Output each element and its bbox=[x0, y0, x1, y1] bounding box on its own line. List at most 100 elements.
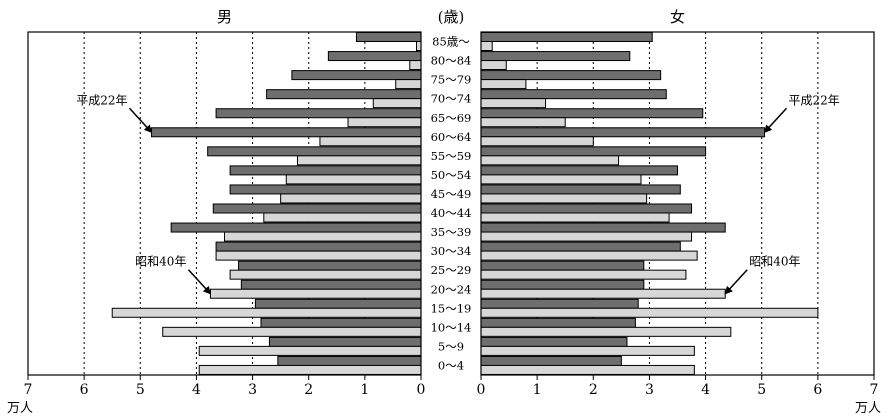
bar-male-1-11 bbox=[215, 250, 422, 261]
bar-female-0-7 bbox=[480, 165, 678, 176]
tick-label-male-0: 0 bbox=[417, 382, 426, 398]
bar-male-0-0 bbox=[355, 32, 422, 42]
tick-label-female-3: 3 bbox=[645, 382, 654, 398]
tick-label-male-1: 1 bbox=[360, 382, 369, 398]
age-label-12: 25～29 bbox=[431, 263, 472, 277]
age-label-6: 55～59 bbox=[431, 149, 472, 163]
bar-female-1-13 bbox=[480, 288, 726, 299]
bar-female-0-16 bbox=[480, 336, 628, 347]
bar-male-0-7 bbox=[229, 165, 422, 176]
bar-male-0-17 bbox=[277, 355, 422, 366]
bar-female-1-1 bbox=[480, 60, 507, 71]
bar-female-0-3 bbox=[480, 89, 667, 100]
bar-female-0-4 bbox=[480, 108, 704, 119]
bar-male-1-5 bbox=[319, 136, 422, 147]
bar-female-0-1 bbox=[480, 51, 631, 62]
annotation-arrow-0 bbox=[128, 107, 153, 134]
female-plot-frame bbox=[480, 31, 875, 376]
bar-female-1-12 bbox=[480, 269, 687, 280]
bar-male-0-14 bbox=[254, 298, 422, 309]
age-label-16: 5～9 bbox=[438, 339, 464, 353]
bar-male-1-17 bbox=[198, 364, 422, 375]
tick-label-male-6: 6 bbox=[80, 382, 89, 398]
bar-female-0-8 bbox=[480, 184, 681, 195]
bar-male-1-1 bbox=[409, 60, 422, 71]
bar-female-1-0 bbox=[480, 41, 493, 51]
bar-male-1-13 bbox=[209, 288, 422, 299]
age-label-2: 75～79 bbox=[431, 73, 472, 87]
age-label-3: 70～74 bbox=[431, 92, 472, 106]
bar-male-1-6 bbox=[296, 155, 422, 166]
bar-female-1-8 bbox=[480, 193, 648, 204]
tick-label-male-2: 2 bbox=[304, 382, 313, 398]
bar-male-1-15 bbox=[162, 326, 422, 337]
age-label-9: 40～44 bbox=[431, 206, 472, 220]
bar-female-1-6 bbox=[480, 155, 620, 166]
bar-female-0-12 bbox=[480, 260, 645, 271]
annotation-label-3: 昭和40年 bbox=[749, 255, 800, 269]
age-label-0: 85歳～ bbox=[432, 35, 470, 49]
bar-female-1-10 bbox=[480, 231, 693, 242]
tick-label-male-7: 7 bbox=[24, 382, 33, 398]
age-label-8: 45～49 bbox=[431, 187, 472, 201]
bar-male-1-16 bbox=[198, 345, 422, 356]
bar-female-1-14 bbox=[480, 307, 819, 318]
age-label-5: 60～64 bbox=[431, 130, 472, 144]
age-label-10: 35～39 bbox=[431, 225, 472, 239]
tick-label-female-0: 0 bbox=[477, 382, 486, 398]
bar-male-0-10 bbox=[170, 222, 422, 233]
bar-male-0-9 bbox=[212, 203, 422, 214]
tick-label-female-2: 2 bbox=[589, 382, 598, 398]
bar-male-1-9 bbox=[263, 212, 422, 223]
bar-female-1-7 bbox=[480, 174, 642, 185]
bar-female-1-4 bbox=[480, 117, 566, 128]
tick-label-female-6: 6 bbox=[813, 382, 822, 398]
bar-female-0-5 bbox=[480, 127, 766, 138]
bar-female-1-9 bbox=[480, 212, 670, 223]
unit-label-female: 万人 bbox=[855, 401, 881, 416]
age-label-11: 30～34 bbox=[431, 244, 472, 258]
annotation-label-1: 平成22年 bbox=[789, 93, 840, 107]
annotation-label-2: 昭和40年 bbox=[135, 255, 186, 269]
bar-female-0-0 bbox=[480, 32, 653, 42]
annotation-arrow-3 bbox=[724, 269, 748, 295]
bar-female-0-2 bbox=[480, 70, 662, 81]
bar-male-0-3 bbox=[266, 89, 422, 100]
age-label-13: 20～24 bbox=[431, 282, 472, 296]
bar-male-1-12 bbox=[229, 269, 422, 280]
annotation-arrow-2 bbox=[187, 269, 212, 295]
bar-female-1-11 bbox=[480, 250, 698, 261]
bar-male-0-16 bbox=[268, 336, 422, 347]
unit-label-male: 万人 bbox=[7, 401, 33, 416]
tick-label-male-5: 5 bbox=[136, 382, 145, 398]
male-plot-frame bbox=[27, 31, 422, 376]
bar-female-1-15 bbox=[480, 326, 732, 337]
tick-label-female-1: 1 bbox=[533, 382, 542, 398]
bar-male-1-2 bbox=[395, 79, 422, 90]
bar-female-1-5 bbox=[480, 136, 594, 147]
tick-label-female-7: 7 bbox=[870, 382, 879, 398]
header-male: 男 bbox=[217, 8, 232, 26]
annotation-arrow-1 bbox=[763, 107, 788, 134]
bar-male-0-1 bbox=[327, 51, 422, 62]
bar-male-1-7 bbox=[285, 174, 422, 185]
bar-female-0-6 bbox=[480, 146, 707, 157]
bar-male-0-5 bbox=[151, 127, 422, 138]
bar-male-0-15 bbox=[260, 317, 422, 328]
bar-male-1-8 bbox=[280, 193, 422, 204]
bar-female-0-13 bbox=[480, 279, 645, 290]
age-label-4: 65～69 bbox=[431, 111, 472, 125]
bar-female-1-16 bbox=[480, 345, 695, 356]
bar-female-0-17 bbox=[480, 355, 622, 366]
bar-male-0-6 bbox=[207, 146, 422, 157]
bar-male-0-11 bbox=[215, 241, 422, 252]
bar-male-1-4 bbox=[347, 117, 422, 128]
bar-male-0-12 bbox=[238, 260, 422, 271]
age-label-14: 15～19 bbox=[431, 301, 472, 315]
bar-male-1-0 bbox=[416, 41, 422, 51]
bar-male-0-8 bbox=[229, 184, 422, 195]
bar-female-0-9 bbox=[480, 203, 693, 214]
age-label-15: 10～14 bbox=[431, 320, 472, 334]
annotation-label-0: 平成22年 bbox=[76, 93, 127, 107]
